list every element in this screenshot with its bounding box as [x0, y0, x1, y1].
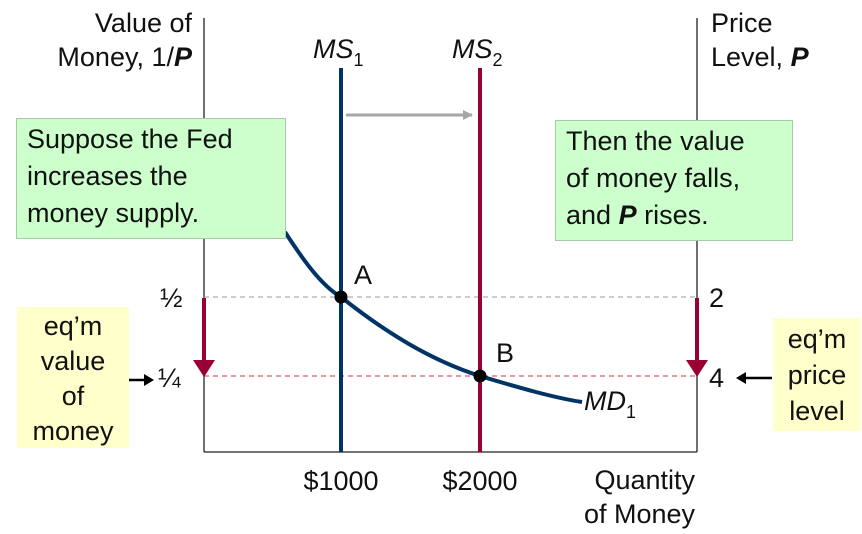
- point-b-dot: [473, 369, 487, 383]
- right-callout: Then the value of money falls, and P ris…: [555, 120, 793, 241]
- eqm-price-line: level: [789, 396, 845, 426]
- left-axis-title: Value of Money, 1/P: [57, 6, 192, 74]
- right-axis-title-line1: Price: [711, 8, 773, 38]
- eqm-price-line: price: [787, 360, 847, 390]
- md1-label: MD1: [584, 386, 636, 422]
- right-axis-title: Price Level, P: [711, 6, 809, 74]
- ms1-label: MS1: [313, 34, 364, 70]
- right-tick-4: 4: [709, 363, 724, 393]
- right-callout-line: Then the value: [566, 126, 745, 156]
- left-callout-line: increases the: [27, 161, 188, 191]
- left-callout-line: Suppose the Fed: [27, 124, 233, 154]
- x-axis-title-line1: Quantity: [594, 465, 695, 495]
- eqm-price-line: eq’m: [787, 324, 847, 354]
- left-tick-half: ½: [160, 283, 183, 313]
- x-axis-title-line2: of Money: [583, 499, 695, 529]
- left-down-arrow: [193, 298, 215, 377]
- point-a-dot: [334, 290, 348, 304]
- right-down-arrow: [686, 298, 708, 377]
- x-tick-1000: $1000: [303, 466, 378, 496]
- x-axis-title: Quantity of Money: [584, 463, 695, 531]
- left-callout-line: money supply.: [27, 198, 200, 228]
- x-tick-2000: $2000: [442, 466, 517, 496]
- left-tick-quarter: ¼: [158, 363, 181, 393]
- eqm-price-level-box: eq’m price level: [773, 318, 861, 431]
- eqm-value-line: money: [32, 416, 114, 446]
- eqm-value-line: eq’m: [43, 311, 103, 341]
- eqm-value-line: value: [40, 346, 106, 376]
- left-axis-title-line1: Value of: [94, 8, 192, 38]
- eqm-value-line: of: [61, 381, 85, 411]
- ms2-label: MS2: [452, 34, 503, 70]
- left-pointer-arrow: [128, 374, 154, 386]
- point-b-label: B: [496, 338, 514, 368]
- left-axis-title-line2: Money, 1/P: [57, 42, 192, 72]
- eqm-value-of-money-box: eq’m value of money: [17, 307, 129, 448]
- right-callout-line: of money falls,: [566, 163, 741, 193]
- md1-curve: [283, 230, 583, 404]
- right-axis-title-line2: Level, P: [711, 42, 809, 72]
- left-callout: Suppose the Fed increases the money supp…: [16, 118, 286, 239]
- right-callout-line: and P rises.: [566, 200, 709, 230]
- right-tick-2: 2: [709, 283, 724, 313]
- right-pointer-arrow: [736, 372, 772, 384]
- point-a-label: A: [354, 260, 372, 290]
